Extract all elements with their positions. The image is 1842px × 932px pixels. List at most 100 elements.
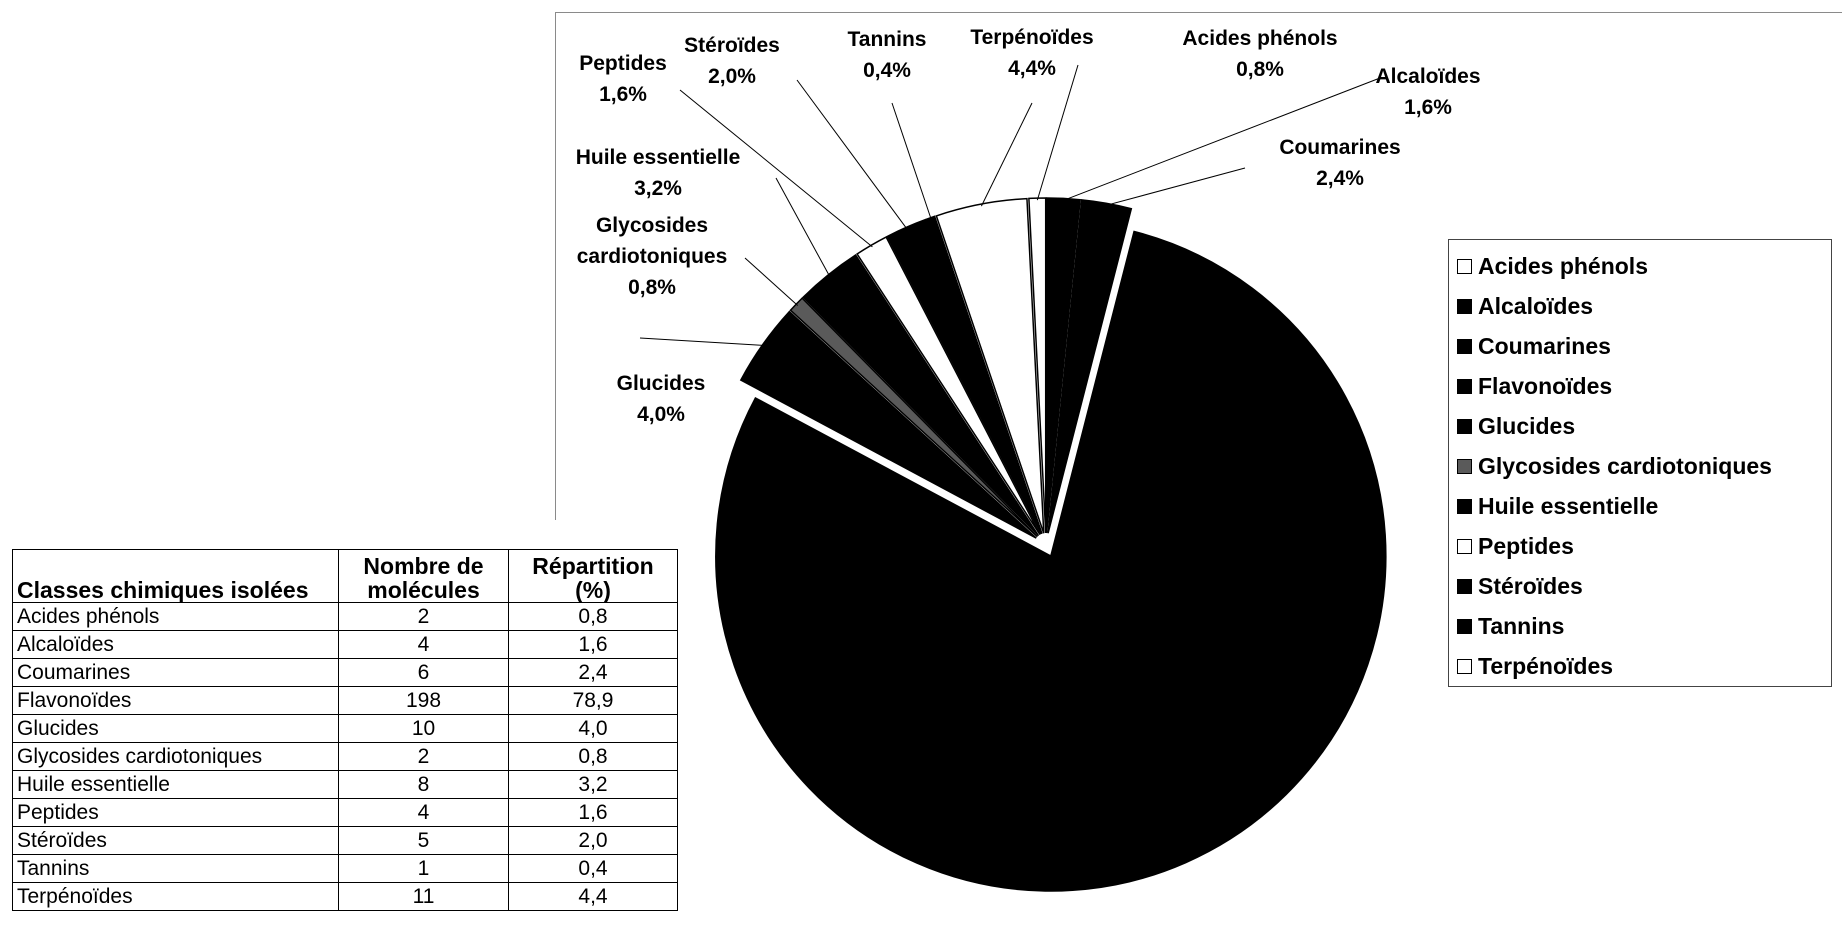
pie-slice (1028, 197, 1047, 534)
legend-swatch (1457, 578, 1472, 594)
legend-label: Coumarines (1478, 332, 1611, 359)
leader-line (1063, 77, 1381, 201)
cell-class: Acides phénols (12, 602, 339, 631)
cell-class: Stéroïdes (12, 826, 339, 855)
legend-swatch (1457, 338, 1472, 354)
legend-label: Tannins (1478, 612, 1565, 639)
legend-label: Peptides (1478, 532, 1574, 559)
pie-slice (1045, 197, 1082, 534)
cell-count: 4 (338, 798, 509, 827)
cell-percent: 78,9 (508, 686, 678, 715)
table-row: Terpénoïdes 11 4,4 (12, 882, 678, 911)
slice-name-label: Coumarines (1279, 136, 1400, 159)
slice-name-label: Glucides (617, 372, 706, 395)
pie-slice (1047, 199, 1133, 534)
leader-line (980, 102, 1033, 207)
cell-count: 198 (338, 686, 509, 715)
cell-count: 8 (338, 770, 509, 799)
slice-value-label: 0,4% (863, 59, 911, 82)
table-row: Coumarines 6 2,4 (12, 658, 678, 687)
cell-percent: 4,4 (508, 882, 678, 911)
legend-label: Flavonoïdes (1478, 372, 1613, 399)
cell-class: Tannins (12, 854, 339, 883)
column-header-class: Classes chimiques isolées (12, 549, 339, 603)
slice-name-label: Acides phénols (1182, 27, 1337, 50)
chart-legend: Acides phénols Alcaloïdes Coumarines Flavon… (1448, 239, 1832, 687)
cell-class: Alcaloïdes (12, 630, 339, 659)
table-row: Peptides 4 1,6 (12, 798, 678, 827)
cell-class: Huile essentielle (12, 770, 339, 799)
table-row: Glucides 10 4,0 (12, 714, 678, 743)
legend-label: Glycosides cardiotoniques (1478, 452, 1772, 479)
slice-value-label: 2,0% (708, 65, 756, 88)
table-row: Flavonoïdes 198 78,9 (12, 686, 678, 715)
legend-item: Acides phénols (1457, 246, 1831, 286)
legend-label: Stéroïdes (1478, 572, 1583, 599)
slice-name-label: Alcaloïdes (1375, 65, 1480, 88)
leader-line (796, 79, 908, 230)
cell-percent: 0,4 (508, 854, 678, 883)
column-header-count: Nombre de molécules (338, 549, 509, 603)
leader-line (744, 257, 799, 306)
cell-percent: 4,0 (508, 714, 678, 743)
legend-swatch (1457, 298, 1472, 314)
slice-value-label: 0,8% (628, 276, 676, 299)
table-row: Stéroïdes 5 2,0 (12, 826, 678, 855)
legend-label: Glucides (1478, 412, 1576, 439)
cell-class: Flavonoïdes (12, 686, 339, 715)
table-row: Glycosides cardiotoniques 2 0,8 (12, 742, 678, 771)
cell-count: 4 (338, 630, 509, 659)
legend-swatch (1457, 658, 1472, 674)
cell-count: 2 (338, 602, 509, 631)
cell-percent: 1,6 (508, 630, 678, 659)
slice-value-label: 4,0% (637, 403, 685, 426)
legend-label: Acides phénols (1478, 252, 1648, 279)
cell-percent: 0,8 (508, 742, 678, 771)
pie-slice (715, 230, 1387, 892)
legend-swatch (1457, 618, 1472, 634)
pie-slice (739, 310, 1037, 539)
cell-class: Coumarines (12, 658, 339, 687)
cell-count: 11 (338, 882, 509, 911)
cell-percent: 3,2 (508, 770, 678, 799)
slice-value-label: 1,6% (1404, 96, 1452, 119)
cell-class: Terpénoïdes (12, 882, 339, 911)
slice-name-label: Peptides (579, 52, 667, 75)
leader-line (775, 177, 831, 277)
data-table: Classes chimiques isolées Nombre de molé… (12, 549, 678, 911)
cell-class: Glycosides cardiotoniques (12, 742, 339, 771)
legend-swatch (1457, 258, 1472, 274)
slice-value-label: 0,8% (1236, 58, 1284, 81)
chart-frame (555, 12, 1842, 520)
slice-name-label: Stéroïdes (684, 34, 780, 57)
legend-item: Glucides (1457, 406, 1831, 446)
legend-swatch (1457, 418, 1472, 434)
cell-percent: 0,8 (508, 602, 678, 631)
table-row: Tannins 1 0,4 (12, 854, 678, 883)
pie-slice (856, 236, 1041, 536)
legend-swatch (1457, 378, 1472, 394)
legend-swatch (1457, 498, 1472, 514)
leader-line (679, 89, 873, 248)
slice-value-label: 3,2% (634, 177, 682, 200)
legend-swatch (1457, 458, 1472, 474)
pie-slice (935, 197, 1045, 534)
legend-label: Alcaloïdes (1478, 292, 1594, 319)
cell-percent: 2,0 (508, 826, 678, 855)
slice-name-label: Terpénoïdes (970, 26, 1093, 49)
legend-item: Coumarines (1457, 326, 1831, 366)
table-header-row: Classes chimiques isolées Nombre de molé… (12, 549, 678, 603)
cell-count: 5 (338, 826, 509, 855)
cell-class: Peptides (12, 798, 339, 827)
cell-percent: 1,6 (508, 798, 678, 827)
table-row: Alcaloïdes 4 1,6 (12, 630, 678, 659)
legend-label: Huile essentielle (1478, 492, 1659, 519)
legend-item: Peptides (1457, 526, 1831, 566)
slice-name-label: Glycosides (596, 214, 708, 237)
leader-line (1106, 167, 1246, 206)
column-header-percent: Répartition (%) (508, 549, 678, 603)
slice-value-label: 4,4% (1008, 57, 1056, 80)
leader-line (891, 102, 932, 220)
slice-value-label: 2,4% (1316, 167, 1364, 190)
